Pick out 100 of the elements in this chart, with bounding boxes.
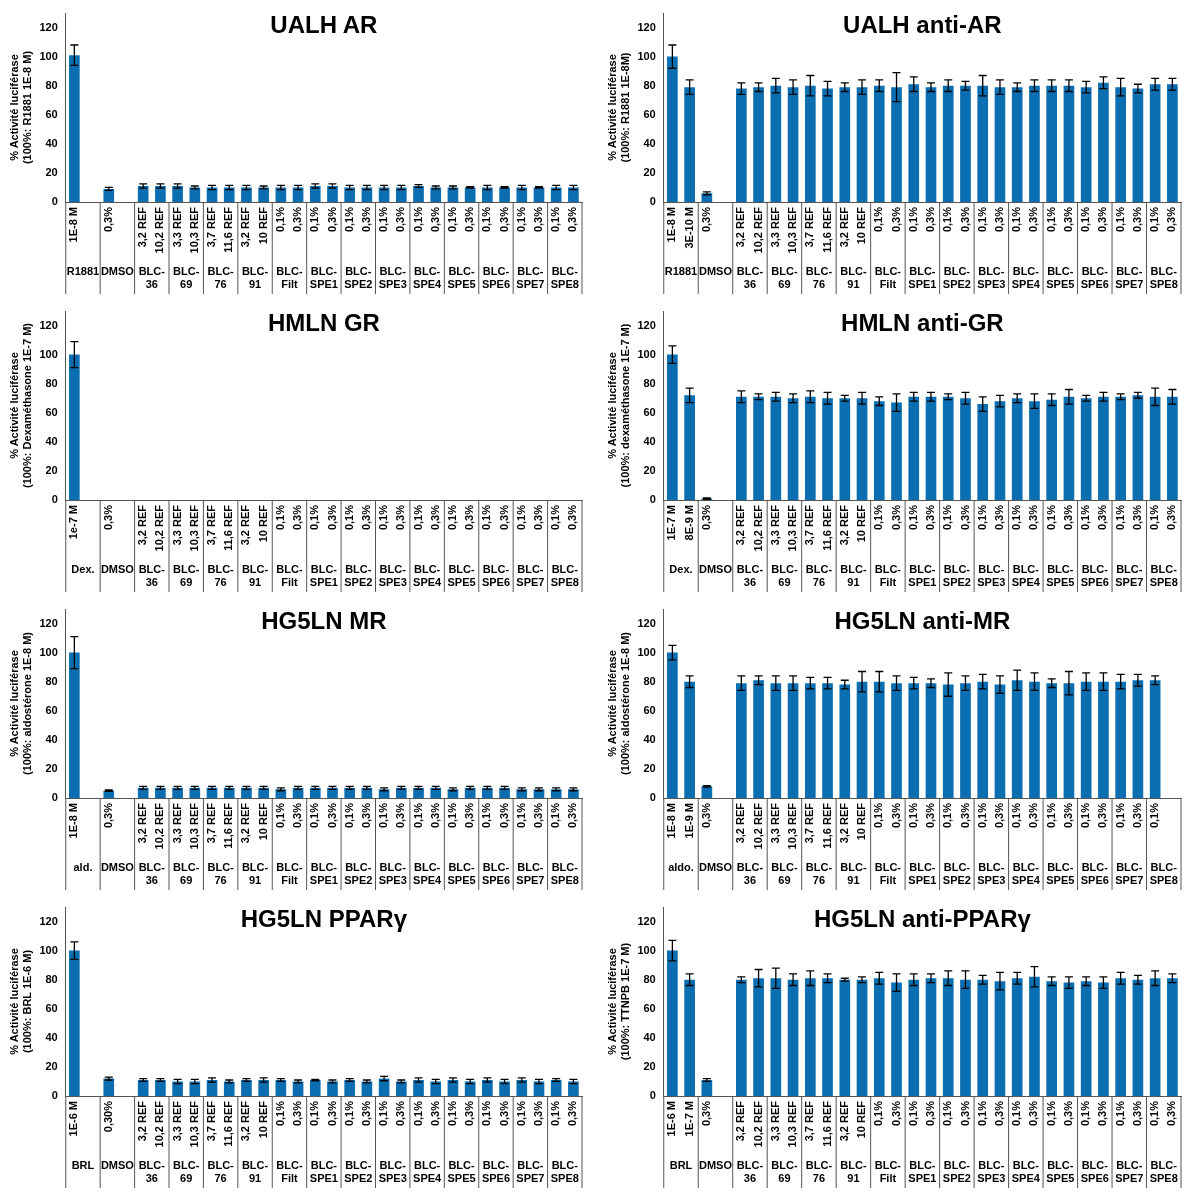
bar: [891, 683, 902, 798]
x-tick-label: 3,2 REF: [136, 206, 149, 248]
x-tick-label: 0,3%: [566, 802, 579, 829]
x-tick-label: 0,1%: [975, 1100, 988, 1127]
text: BLC-SPE2: [344, 1159, 373, 1185]
bar: [413, 186, 424, 202]
x-tick-label: 0,3%: [325, 802, 338, 829]
bar: [1115, 978, 1126, 1096]
x-tick-label: 3,7 REF: [803, 1100, 816, 1142]
x-tick-label: 0,3%: [325, 1100, 338, 1127]
x-tick-label: 0,1%: [445, 206, 458, 233]
text: R1881: [66, 265, 100, 278]
bar: [1149, 680, 1161, 798]
bar: [1098, 982, 1109, 1096]
text: BLC-36: [736, 563, 764, 589]
x-tick-label: 0,3%: [1165, 504, 1178, 531]
bar: [1149, 396, 1161, 500]
x-tick-label: 0,3%: [1096, 802, 1109, 829]
text: ald.: [73, 861, 93, 874]
x-tick-label: 0,3%: [463, 206, 476, 233]
bar: [1063, 683, 1075, 798]
text: BLC-SPE3: [378, 1159, 407, 1185]
bar: [787, 87, 799, 202]
text: BLC-69: [173, 1159, 200, 1185]
text: BLC-SPE6: [1080, 265, 1109, 291]
x-tick-label: 10,3 REF: [187, 1100, 200, 1148]
x-tick-label: 0,1%: [377, 1100, 390, 1127]
x-tick-label: 0,3%: [394, 1100, 407, 1127]
bar: [137, 1080, 149, 1096]
x-tick-label: 3,2 REF: [837, 206, 850, 248]
text: BLC-Filt: [276, 265, 303, 291]
x-tick-label: 0,3%: [924, 206, 937, 233]
text: BLC-SPE7: [1115, 861, 1144, 887]
bar: [1063, 85, 1075, 202]
bar: [977, 85, 989, 202]
x-tick-label: 0,1%: [308, 1100, 321, 1127]
x-tick-label: 0,1%: [1079, 206, 1092, 233]
x-tick-label: 10,2 REF: [751, 206, 764, 254]
bar: [994, 87, 1006, 202]
x-tick-label: 0,3%: [1096, 206, 1109, 233]
bar: [137, 186, 149, 202]
x-tick-label: 0,1%: [411, 206, 424, 233]
bar: [499, 1081, 510, 1096]
bar: [839, 979, 851, 1096]
x-tick-label: 0,3%: [497, 206, 510, 233]
x-tick-label: 0,3%: [889, 802, 902, 829]
x-tick-label: 10 REF: [855, 1100, 868, 1139]
x-tick-label: 10,2 REF: [751, 504, 764, 552]
text: BLC-SPE3: [378, 861, 407, 887]
bar: [482, 1080, 493, 1096]
bar: [516, 789, 528, 798]
x-tick-label: 0,3%: [1061, 1100, 1074, 1127]
x-tick-label: 0,3%: [1130, 504, 1143, 531]
text: BLC-91: [241, 265, 269, 291]
bar: [464, 187, 476, 202]
y-axis-title: % Activité luciférase (100%: TTNPB 1E-7 M): [605, 942, 631, 1061]
x-tick-label: 3,2 REF: [734, 206, 747, 248]
y-tick-label: 40: [45, 434, 58, 447]
text: BLC-SPE5: [1046, 1159, 1075, 1185]
y-tick-label: 60: [45, 405, 58, 418]
x-tick-label: 0,1%: [1113, 504, 1126, 531]
x-tick-label: 0,1%: [941, 1100, 954, 1127]
x-tick-label: 3,2 REF: [136, 1100, 149, 1142]
text: BLC-SPE7: [1115, 563, 1144, 589]
text: BLC-SPE1: [309, 861, 338, 887]
bar: [69, 950, 80, 1096]
x-tick-label: 10,2 REF: [153, 1100, 166, 1148]
text: BLC-SPE4: [413, 861, 443, 887]
text: BLC-SPE1: [309, 265, 338, 291]
x-tick-label: 0,1%: [308, 206, 321, 233]
y-tick-label: 60: [643, 1001, 656, 1014]
bar: [770, 683, 782, 798]
x-tick-label: 0,1%: [549, 1100, 562, 1127]
bar: [1011, 680, 1023, 798]
x-tick-label: 0,1%: [1010, 504, 1023, 531]
text: BLC-SPE5: [447, 265, 476, 291]
bar: [1080, 398, 1092, 500]
text: BLC-76: [805, 265, 833, 291]
x-tick-label: 0,1%: [872, 206, 885, 233]
bar: [736, 396, 747, 500]
y-tick-label: 20: [45, 165, 58, 178]
bar: [753, 978, 764, 1096]
bar: [1132, 88, 1144, 202]
bar: [482, 787, 493, 798]
x-tick-label: 0,1%: [975, 504, 988, 531]
x-tick-label: 1E-7 M: [665, 505, 678, 541]
bar: [977, 681, 989, 798]
text: BLC-36: [736, 861, 764, 887]
bar: [395, 787, 407, 798]
text: BLC-Filt: [874, 563, 902, 589]
x-tick-label: 0,3%: [1130, 206, 1143, 233]
bar: [69, 652, 80, 798]
x-tick-label: 0,3%: [566, 206, 579, 233]
y-tick-label: 120: [637, 318, 656, 331]
x-tick-label: 0,3%: [101, 206, 114, 233]
text: BLC-69: [771, 563, 798, 589]
text: BLC-91: [840, 861, 867, 887]
text: BLC-76: [207, 265, 235, 291]
x-tick-label: 0,1%: [1044, 206, 1057, 233]
text: BLC-SPE5: [447, 1159, 476, 1185]
